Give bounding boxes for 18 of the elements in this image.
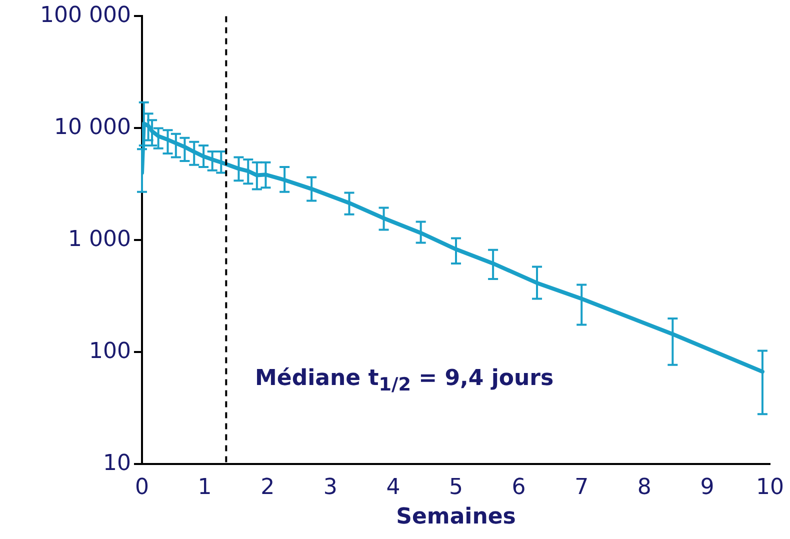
- x-tick-label: 3: [323, 475, 338, 500]
- x-tick-label: 1: [198, 475, 212, 500]
- x-tick-label: 8: [637, 475, 652, 500]
- x-tick-label: 9: [700, 475, 714, 500]
- x-axis-title: Semaines: [396, 504, 516, 530]
- x-tick-label: 4: [386, 475, 400, 500]
- y-tick-label: 10: [103, 450, 131, 476]
- y-tick-label: 10 000: [54, 114, 131, 140]
- x-tick-label: 6: [512, 475, 526, 500]
- x-tick-label: 7: [574, 475, 589, 500]
- x-tick-label: 5: [449, 475, 463, 500]
- x-tick-label: 0: [135, 475, 149, 500]
- annotation: Médiane t$_{1/2}$ = 9,4 jours: [255, 366, 554, 396]
- x-tick-label: 2: [260, 475, 275, 500]
- x-tick-label: 10: [756, 475, 784, 500]
- y-tick-label: 100 000: [40, 2, 131, 28]
- y-tick-label: 100: [89, 338, 131, 364]
- y-tick-label: 1 000: [68, 226, 131, 252]
